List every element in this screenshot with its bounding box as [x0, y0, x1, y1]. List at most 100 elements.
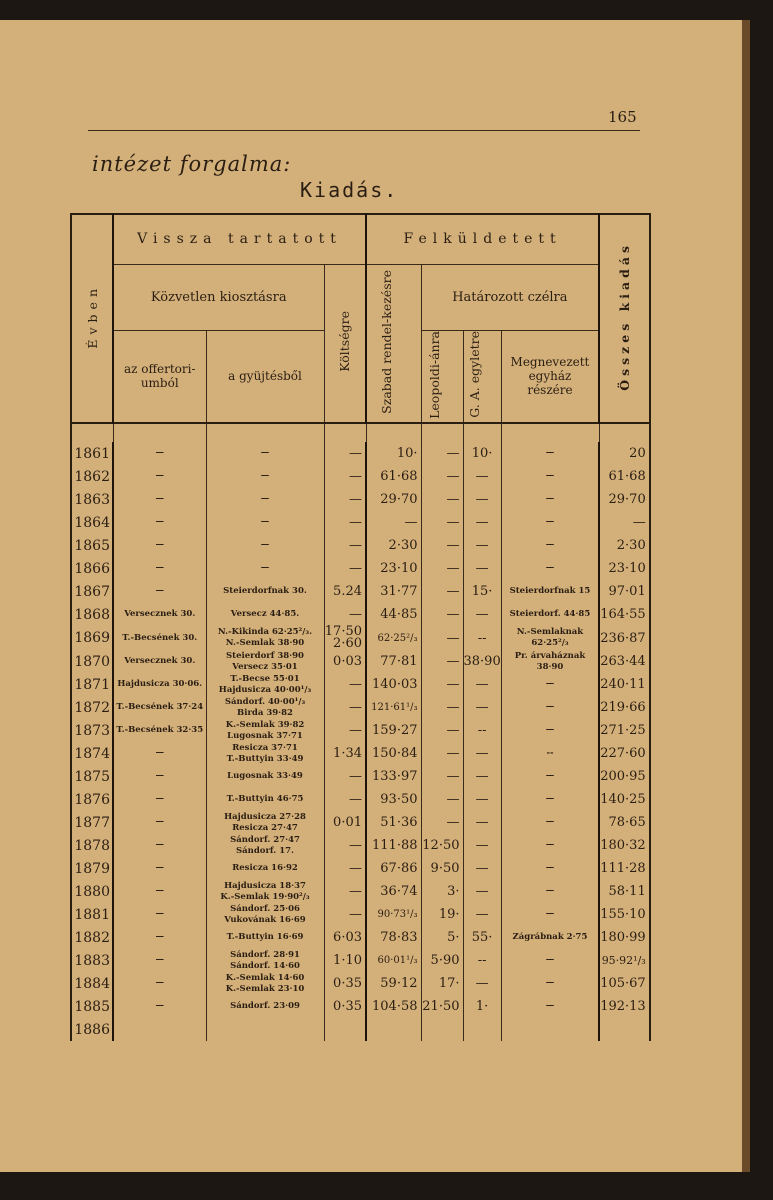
costs-cell-line: 1·10 — [333, 953, 362, 969]
collection-cell: Sándorf. 27·47 Sándorf. 17. — [205, 834, 324, 858]
free-cell: 59·12 — [365, 972, 421, 996]
page-edge — [742, 20, 750, 1172]
ga-cell: 1· — [462, 995, 502, 1019]
collection-cell: Sándorf. 40·00¹/₃ Birda 39·82 — [205, 696, 324, 720]
free-cell — [365, 1018, 421, 1042]
costs-cell: 0·35 — [323, 995, 366, 1019]
year-cell: 1872 — [70, 696, 113, 720]
leopoldi-cell: — — [420, 765, 463, 789]
ga-cell: -- — [462, 626, 502, 651]
offertory-cell: — — [112, 580, 206, 604]
collection-cell: Resicza 16·92 — [205, 857, 324, 881]
collection-cell-line: Sándorf. 25·06 — [230, 903, 300, 914]
total-cell — [598, 1018, 651, 1042]
offertory-cell: — — [112, 742, 206, 766]
page-number: 165 — [608, 108, 637, 126]
header-direct: Közvetlen kiosztásra — [112, 264, 324, 331]
named-church-cell-line: — — [545, 679, 555, 690]
ga-cell: — — [462, 742, 502, 766]
total-cell: 200·95 — [598, 765, 651, 789]
collection-cell-line: Steierdorf 38·90 — [226, 650, 304, 661]
leopoldi-cell: 9·50 — [420, 857, 463, 881]
total-cell: 180·32 — [598, 834, 651, 858]
free-cell: 29·70 — [365, 488, 421, 512]
total-cell: 23·10 — [598, 557, 651, 581]
leopoldi-cell: — — [420, 650, 463, 674]
offertory-cell: — — [112, 995, 206, 1019]
offertory-cell: — — [112, 857, 206, 881]
ga-cell: — — [462, 465, 502, 489]
offertory-cell: — — [112, 880, 206, 904]
free-cell: 36·74 — [365, 880, 421, 904]
ga-cell: — — [462, 811, 502, 835]
named-church-cell: N.-Semlaknak 62·25²/₃ — [500, 626, 600, 651]
offertory-cell: T.-Becsének 32·35 — [112, 719, 206, 743]
costs-cell: — — [323, 442, 366, 466]
year-cell: 1877 — [70, 811, 113, 835]
costs-cell: — — [323, 465, 366, 489]
named-church-cell: — — [500, 765, 600, 789]
leopoldi-cell: — — [420, 603, 463, 627]
collection-cell-line: T.-Buttyin 16·69 — [226, 932, 304, 943]
collection-cell-line: T.-Becse 55·01 — [230, 673, 300, 684]
free-cell: 150·84 — [365, 742, 421, 766]
table-row: 1869 T.-Becsének 30. N.-Kikinda 62·25²/₃. N… — [70, 625, 651, 651]
ga-cell: — — [462, 788, 502, 812]
named-church-cell: — — [500, 488, 600, 512]
table-row: 1868 Versecznek 30. Versecz 44·85. —44·85— —… — [70, 603, 651, 627]
total-cell: 105·67 — [598, 972, 651, 996]
collection-cell-line: K.-Semlak 14·60 — [225, 972, 305, 983]
offertory-cell: — — [112, 765, 206, 789]
named-church-cell: — — [500, 788, 600, 812]
year-cell: 1878 — [70, 834, 113, 858]
costs-cell — [323, 1018, 366, 1042]
costs-cell-line: — — [349, 538, 362, 554]
collection-cell: Steierdorf 38·90 Versecz 35·01 — [205, 650, 324, 674]
table-row: 1884— K.-Semlak 14·60 K.-Semlak 23·10 0·35 5… — [70, 972, 651, 996]
ga-cell: — — [462, 903, 502, 927]
named-church-cell-line: — — [545, 817, 555, 828]
collection-cell: Sándorf. 28·91 Sándorf. 14·60 — [205, 949, 324, 973]
total-cell: 192·13 — [598, 995, 651, 1019]
named-church-cell: — — [500, 557, 600, 581]
year-cell: 1867 — [70, 580, 113, 604]
costs-cell-line: 0·01 — [333, 815, 362, 831]
total-cell: — — [598, 511, 651, 535]
collection-cell-line: Resicza 16·92 — [232, 863, 298, 874]
collection-cell-line: Resicza 27·47 — [232, 822, 298, 833]
total-cell: 180·99 — [598, 926, 651, 950]
free-cell: 159·27 — [365, 719, 421, 743]
year-cell: 1886 — [70, 1018, 113, 1042]
total-cell: 164·55 — [598, 603, 651, 627]
offertory-cell: — — [112, 511, 206, 535]
collection-cell-line: Sándorf. 14·60 — [230, 960, 300, 971]
collection-cell-line: Lugosnak 33·49 — [227, 771, 303, 782]
leopoldi-cell: — — [420, 742, 463, 766]
ga-cell: 55· — [462, 926, 502, 950]
table-row: 1866— — —23·10— — —23·10 — [70, 557, 651, 581]
collection-cell-line: Steierdorfnak 30. — [223, 586, 307, 597]
offertory-cell: Versecznek 30. — [112, 650, 206, 674]
year-cell: 1885 — [70, 995, 113, 1019]
total-cell: 97·01 — [598, 580, 651, 604]
collection-cell-line: — — [260, 540, 270, 551]
collection-cell-line: Hajdusicza 40·00¹/₃ — [218, 684, 312, 695]
costs-cell: — — [323, 696, 366, 720]
offertory-cell: — — [112, 972, 206, 996]
named-church-cell-line: — — [545, 540, 555, 551]
table-row: 1864— — — — — — — — — [70, 511, 651, 535]
costs-cell-line: — — [349, 884, 362, 900]
collection-cell: — — [205, 511, 324, 535]
offertory-cell: — — [112, 788, 206, 812]
table-row: 1873 T.-Becsének 32·35 K.-Semlak 39·82 Lugo… — [70, 719, 651, 743]
year-cell: 1870 — [70, 650, 113, 674]
collection-cell-line: K.-Semlak 23·10 — [225, 983, 305, 994]
costs-cell: 6·03 — [323, 926, 366, 950]
offertory-cell — [112, 1018, 206, 1042]
named-church-cell-line: — — [545, 563, 555, 574]
collection-cell-line: T.-Buttyin 33·49 — [226, 753, 304, 764]
table-row: 1886 — [70, 1018, 651, 1042]
free-cell: 31·77 — [365, 580, 421, 604]
total-cell: 2·30 — [598, 534, 651, 558]
leopoldi-cell: 17· — [420, 972, 463, 996]
